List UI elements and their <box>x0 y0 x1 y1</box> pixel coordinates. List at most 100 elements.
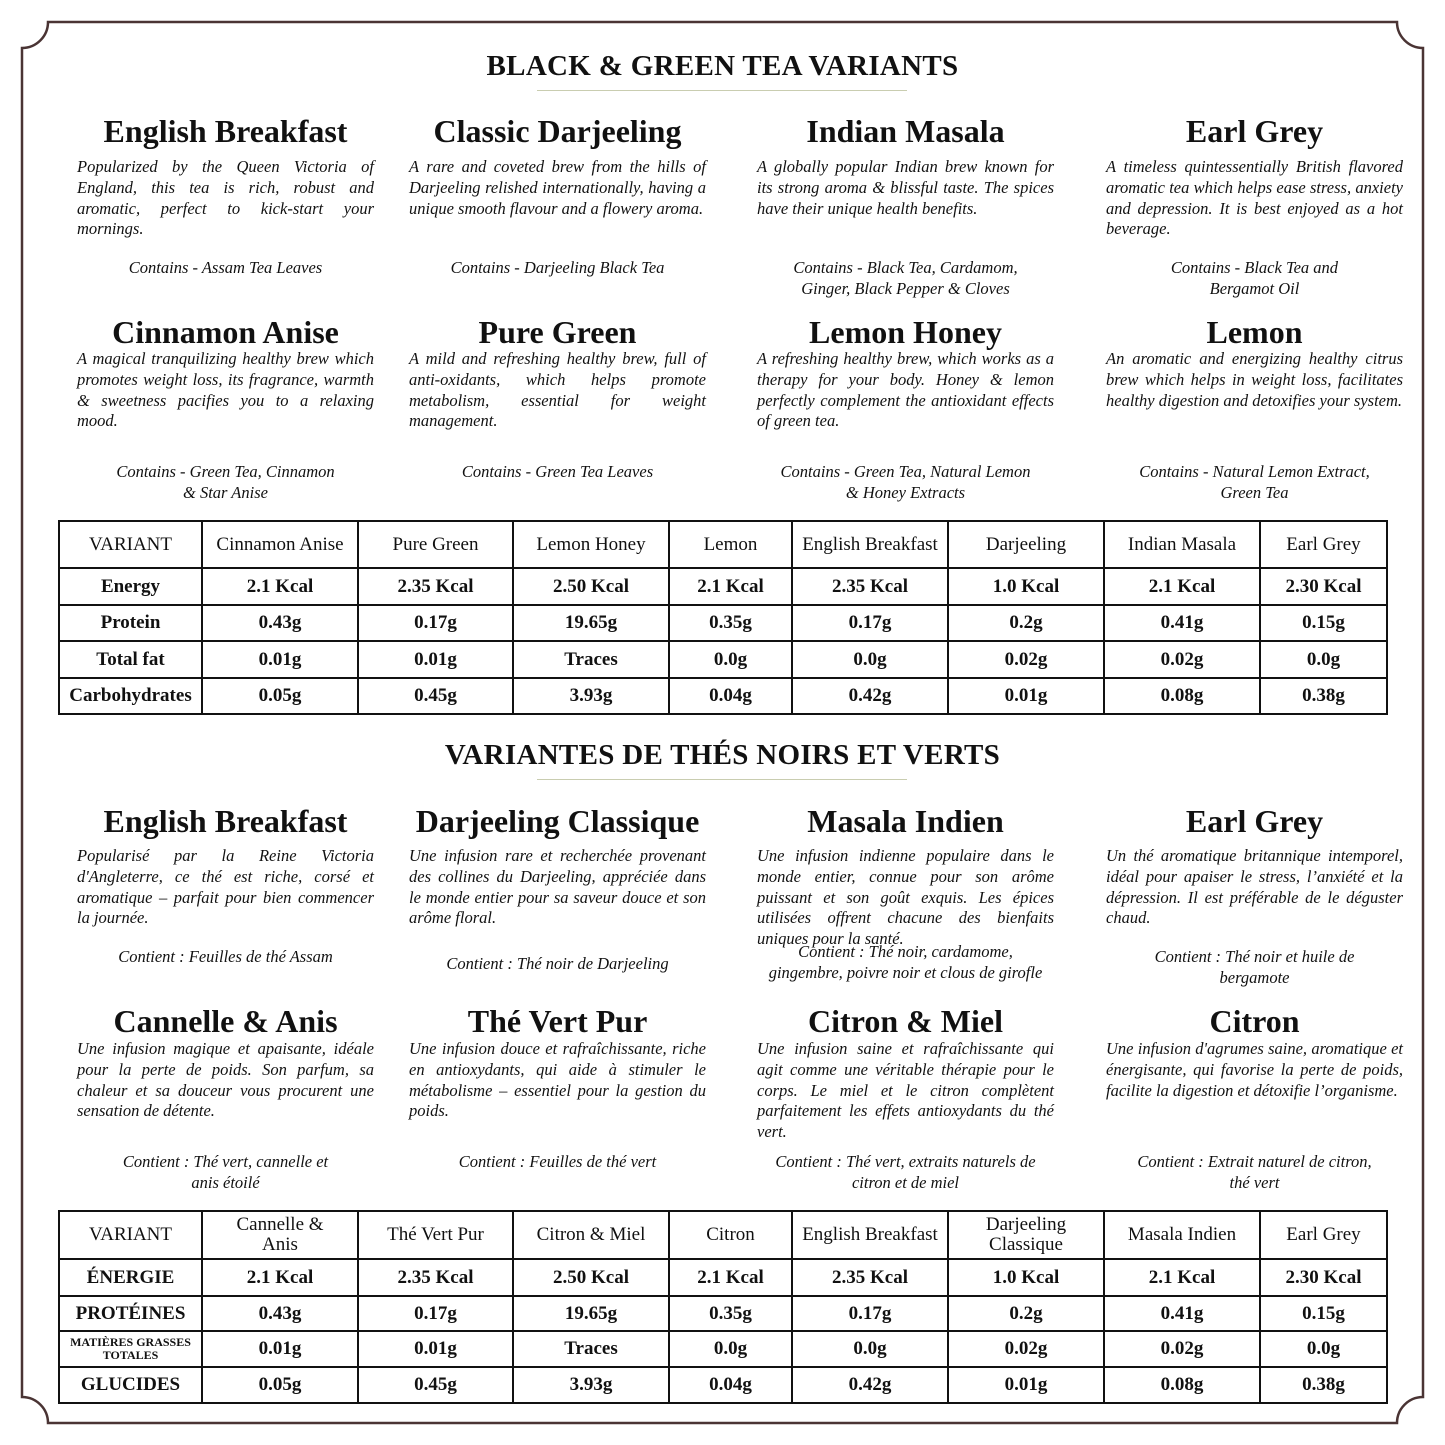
variant-name: Citron <box>1209 1003 1300 1039</box>
table-cell: 2.1 Kcal <box>1103 567 1261 606</box>
variant-description: A mild and refreshing healthy brew, full… <box>409 349 706 431</box>
column-header: Earl Grey <box>1259 520 1388 569</box>
table-cell: 0.2g <box>947 604 1105 642</box>
french-section-title: VARIANTES DE THÉS NOIRS ET VERTS <box>444 739 1001 771</box>
table-cell: 0.17g <box>357 1295 514 1332</box>
table-cell: 2.1 Kcal <box>668 567 793 606</box>
table-header-row: VARIANT Cinnamon Anise Pure Green Lemon Hon… <box>58 520 1388 569</box>
variant-name: Lemon <box>1206 314 1303 350</box>
row-label: MATIÈRES GRASSES TOTALES <box>58 1330 203 1368</box>
table-cell: 0.15g <box>1259 604 1388 642</box>
divider <box>537 90 907 91</box>
variant-card: Lemon Honey A refreshing healthy brew, wh… <box>757 313 1054 502</box>
variant-card: Citron Une infusion d'agrumes saine, arom… <box>1106 1002 1403 1192</box>
variant-header-cell: VARIANT <box>58 1210 203 1260</box>
english-nutrition-table: VARIANT Cinnamon Anise Pure Green Lemon Hon… <box>58 520 1388 715</box>
variant-name: English Breakfast <box>103 803 348 839</box>
variant-card: Cannelle & Anis Une infusion magique et a… <box>77 1002 374 1192</box>
table-cell: 0.41g <box>1103 1295 1261 1332</box>
variant-header-cell: VARIANT <box>58 520 203 569</box>
table-row: ÉNERGIE 2.1 Kcal 2.35 Kcal 2.50 Kcal 2.1 Kca… <box>58 1258 1388 1297</box>
table-cell: 0.35g <box>668 1295 793 1332</box>
variant-description: A magical tranquilizing healthy brew whi… <box>77 349 374 431</box>
table-cell: 0.35g <box>668 604 793 642</box>
variant-card: Lemon An aromatic and energizing healthy … <box>1106 313 1403 502</box>
variant-description: Une infusion rare et recherchée provenan… <box>409 846 706 928</box>
table-row: MATIÈRES GRASSES TOTALES 0.01g 0.01g Traces… <box>58 1330 1388 1368</box>
variant-contains: Contains - Green Tea Leaves <box>461 462 654 481</box>
column-header: Citron & Miel <box>512 1210 670 1260</box>
table-cell: 2.35 Kcal <box>791 1258 949 1297</box>
column-header: Lemon <box>668 520 793 569</box>
table-cell: 0.45g <box>357 677 514 715</box>
table-row: GLUCIDES 0.05g 0.45g 3.93g 0.04g 0.42g 0.01g 0.… <box>58 1366 1388 1404</box>
table-cell: 2.35 Kcal <box>357 1258 514 1297</box>
table-cell: 3.93g <box>512 1366 670 1404</box>
column-header: English Breakfast <box>791 1210 949 1260</box>
table-cell: 0.45g <box>357 1366 514 1404</box>
table-cell: 0.0g <box>791 640 949 679</box>
table-cell: 19.65g <box>512 1295 670 1332</box>
variant-description: Popularized by the Queen Victoria of Eng… <box>77 157 374 239</box>
variant-name: Pure Green <box>478 314 637 350</box>
table-cell: 0.02g <box>947 1330 1105 1368</box>
table-row: Total fat 0.01g 0.01g Traces 0.0g 0.0g 0.02g 0.… <box>58 640 1388 679</box>
variant-name: Lemon Honey <box>809 314 1002 350</box>
table-cell: 0.43g <box>201 604 359 642</box>
variant-description: A timeless quintessentially British flav… <box>1106 157 1403 239</box>
table-cell: 0.0g <box>1259 640 1388 679</box>
variant-description: Une infusion magique et apaisante, idéal… <box>77 1039 374 1121</box>
table-cell: 2.1 Kcal <box>668 1258 793 1297</box>
variant-name: Darjeeling Classique <box>415 803 700 839</box>
row-label: ÉNERGIE <box>58 1258 203 1297</box>
variant-description: Une infusion indienne populaire dans le … <box>757 846 1054 949</box>
table-cell: 0.05g <box>201 1366 359 1404</box>
variant-contains: Contains - Green Tea, Cinnamon & Star An… <box>116 462 335 502</box>
table-cell: 2.50 Kcal <box>512 567 670 606</box>
table-cell: 0.43g <box>201 1295 359 1332</box>
variant-name: Cannelle & Anis <box>113 1003 338 1039</box>
column-header: Earl Grey <box>1259 1210 1388 1260</box>
variant-card: Masala Indien Une infusion indienne popul… <box>757 802 1054 982</box>
table-cell: 0.0g <box>1259 1330 1388 1368</box>
table-cell: 0.15g <box>1259 1295 1388 1332</box>
variant-contains: Contient : Thé noir et huile de bergamot… <box>1154 947 1355 987</box>
row-label: Energy <box>58 567 203 606</box>
variant-description: A refreshing healthy brew, which works a… <box>757 349 1054 431</box>
table-cell: 2.30 Kcal <box>1259 1258 1388 1297</box>
column-header: Thé Vert Pur <box>357 1210 514 1260</box>
variant-contains: Contains - Black Tea and Bergamot Oil <box>1170 258 1339 298</box>
table-cell: 0.04g <box>668 1366 793 1404</box>
variant-card: Classic Darjeeling A rare and coveted bre… <box>409 112 706 277</box>
table-cell: 0.17g <box>357 604 514 642</box>
variant-name: Thé Vert Pur <box>467 1003 648 1039</box>
variant-card: Thé Vert Pur Une infusion douce et rafraî… <box>409 1002 706 1171</box>
variant-description: A globally popular Indian brew known for… <box>757 157 1054 218</box>
variant-name: Classic Darjeeling <box>433 113 682 149</box>
table-cell: 0.01g <box>357 1330 514 1368</box>
column-header: English Breakfast <box>791 520 949 569</box>
table-cell: 0.08g <box>1103 677 1261 715</box>
table-cell: 0.2g <box>947 1295 1105 1332</box>
variant-contains: Contient : Thé vert, cannelle et anis ét… <box>122 1152 329 1192</box>
table-cell: 0.02g <box>1103 640 1261 679</box>
table-row: Energy 2.1 Kcal 2.35 Kcal 2.50 Kcal 2.1 Kcal… <box>58 567 1388 606</box>
variant-description: Un thé aromatique britannique intemporel… <box>1106 846 1403 928</box>
table-cell: 1.0 Kcal <box>947 567 1105 606</box>
table-row: Carbohydrates 0.05g 0.45g 3.93g 0.04g 0.42g 0.… <box>58 677 1388 715</box>
variant-contains: Contient : Extrait naturel de citron, th… <box>1137 1152 1372 1192</box>
variant-card: Cinnamon Anise A magical tranquilizing he… <box>77 313 374 502</box>
column-header: Cannelle & Anis <box>201 1210 359 1260</box>
row-label: Total fat <box>58 640 203 679</box>
variant-contains: Contains - Assam Tea Leaves <box>128 258 323 277</box>
variant-name: Masala Indien <box>807 803 1004 839</box>
column-header: Masala Indien <box>1103 1210 1261 1260</box>
variant-contains: Contains - Black Tea, Cardamom, Ginger, … <box>793 258 1018 298</box>
table-cell: 0.0g <box>668 640 793 679</box>
variant-contains: Contient : Feuilles de thé Assam <box>118 947 333 966</box>
row-label: Protein <box>58 604 203 642</box>
table-cell: 2.50 Kcal <box>512 1258 670 1297</box>
row-label: Carbohydrates <box>58 677 203 715</box>
variant-contains: Contains - Natural Lemon Extract, Green … <box>1139 462 1370 502</box>
table-cell: 0.01g <box>947 677 1105 715</box>
